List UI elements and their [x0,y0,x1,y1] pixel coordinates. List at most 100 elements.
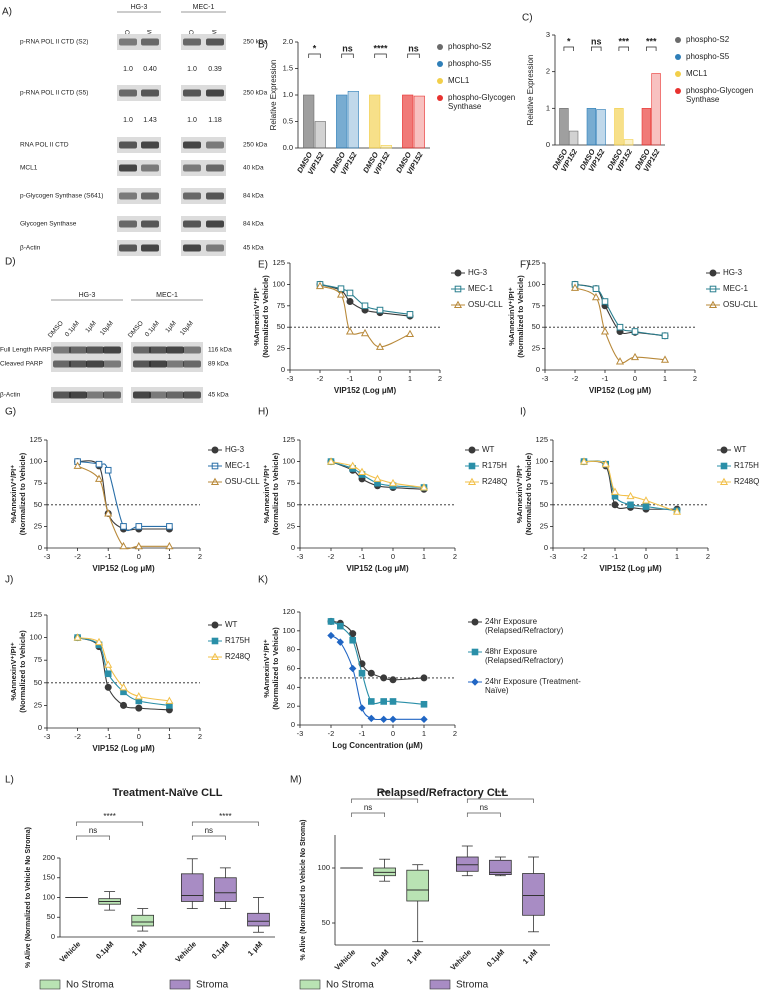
y-tick-label: 0 [38,723,42,732]
quantification: 1.0 [187,117,197,124]
legend-marker [675,37,681,43]
legend-marker [437,61,443,67]
significance-bracket [76,821,144,826]
blot-band [86,360,104,368]
x-tick-label: 1 [167,552,171,561]
data-point [600,327,610,335]
x-tick-label: 2 [453,552,457,561]
y-tick-label: 100 [317,863,330,872]
blot-background [181,188,226,204]
data-point [367,669,375,677]
lane-label: DMSO [127,320,145,339]
series-line [77,637,170,706]
significance-bracket [591,46,602,51]
label-box: 24hr Exposure (Relapsed/Refractory) [485,617,564,635]
y-tick-label: 50 [34,678,42,687]
bar [347,90,359,149]
size-label: 45 kDa [243,245,264,252]
data-point [349,630,357,638]
y-tick-label: 0 [281,365,285,374]
data-point [104,670,112,678]
data-point [135,704,143,712]
bar [303,94,315,149]
x-tick-label: 1 μM [246,939,264,957]
y-tick-label: 0.0 [283,143,293,152]
blot-band [119,164,137,172]
lane-label: DMSO [47,320,65,339]
blot-background [117,160,161,176]
data-point [601,459,610,468]
blot-band [141,164,159,172]
x-tick-label: 0 [644,552,648,561]
blot-band [119,244,137,252]
significance-label: **** [219,812,231,821]
series-line [330,620,425,705]
blot-band [166,346,184,354]
data-point [315,281,325,290]
data-point [368,698,375,705]
legend-label: HG-3 [225,445,245,454]
legend-label: Stroma [196,980,229,991]
blot-band [149,346,167,354]
legend-label: 24hr Exposure (Relapsed/Refractory) [485,617,564,635]
data-point [626,491,635,500]
y-axis-label: (Normalized to Vehicle) [271,452,280,535]
data-point [349,636,356,644]
y-tick-label: 50 [47,912,55,921]
legend-label: OSU-CLL [225,477,260,486]
data-point [672,507,682,515]
y-tick-label: 0 [38,543,42,552]
row-label: p-Glycogen Synthase (S641) [20,193,103,200]
data-point [627,501,634,509]
legend-label: R175H [734,461,759,470]
x-axis-label: VIP152 (Log μM) [92,564,155,573]
box [214,877,237,902]
box [455,856,479,872]
blot-band [183,192,201,200]
blot-band [119,89,137,97]
panel-label: I) [520,407,526,418]
y-axis-label: %AnnexinV⁺/PI⁺ [262,639,271,697]
blot-band [183,164,201,172]
y-axis-label: % Alive (Normalized to Vehicle No Stroma… [300,820,307,961]
y-tick-label: 0 [536,365,540,374]
panel-label: M) [290,775,302,786]
legend-label: R175H [482,461,507,470]
significance-bracket [351,798,419,803]
x-tick-label: -1 [105,552,112,561]
data-point [660,355,670,363]
significance-label: * [313,43,317,53]
y-axis-label: Relative Expression [526,55,535,126]
y-tick-label: 0 [51,932,55,941]
data-point [379,715,388,724]
blot-band [183,346,201,354]
significance-bracket [646,46,657,51]
significance-label: ns [408,43,419,53]
data-point [360,328,370,337]
y-tick-label: 100 [272,279,285,288]
panel-label: B) [258,40,268,51]
data-point [346,289,354,297]
x-tick-label: -1 [347,374,354,383]
label-box: 24hr Exposure (Treatment-Naïve) [485,677,581,695]
box [180,873,204,902]
row-label: Glycogen Synthase [20,221,77,228]
x-tick-label: 1 [663,374,667,383]
y-axis-label: (Normalized to Vehicle) [524,452,533,535]
size-label: 40 kDa [243,165,264,172]
blot-band [119,38,137,46]
blot-band [206,220,224,228]
significance-bracket [76,835,110,840]
y-tick-label: 125 [29,610,42,619]
lane-label: 0.1μM [64,320,81,338]
lane-label: 0.1μM [144,320,161,338]
data-point [420,700,428,708]
data-point [348,664,357,673]
lane-label: 10μM [99,320,115,337]
significance-bracket [374,53,387,58]
legend-swatch [39,979,61,990]
significance-label: **** [103,812,115,821]
x-tick-label: -2 [317,374,324,383]
data-point [134,692,143,700]
panel-label: G) [5,407,16,418]
